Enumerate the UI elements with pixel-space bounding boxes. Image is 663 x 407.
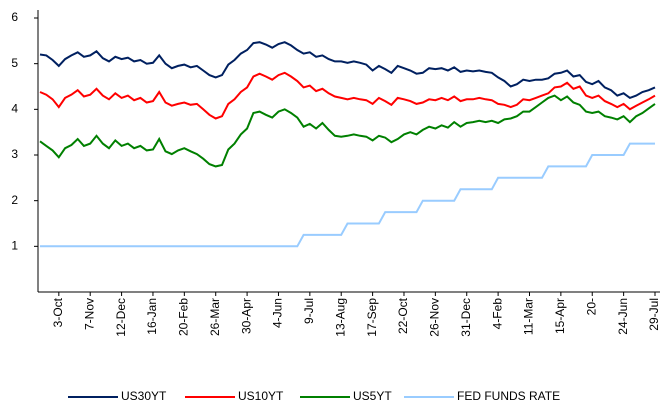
y-tick-label: 4 xyxy=(11,102,18,116)
x-tick-label: 26-Nov xyxy=(428,298,442,337)
x-tick-label: 3-Oct xyxy=(51,297,65,327)
series-line xyxy=(40,142,655,248)
x-tick-label: 20- xyxy=(584,298,598,315)
x-tick-label: 31-Dec xyxy=(459,298,473,337)
x-tick-label: 30-Apr xyxy=(239,298,253,334)
x-tick-label: 16-Jan xyxy=(145,298,159,335)
x-tick-label: 4-Jun xyxy=(271,298,285,328)
x-tick-label: 4-Feb xyxy=(490,298,504,330)
y-tick-label: 5 xyxy=(11,56,18,70)
legend-label: US10YT xyxy=(238,389,284,403)
y-tick-label: 6 xyxy=(11,10,18,24)
x-tick-label: 12-Dec xyxy=(114,298,128,337)
x-tick-label: 9-Jul xyxy=(302,298,316,324)
series-line xyxy=(39,41,656,100)
y-tick-label: 1 xyxy=(11,239,18,253)
x-tick-label: 24-Jun xyxy=(616,298,630,335)
x-tick-label: 15-Apr xyxy=(553,298,567,334)
x-tick-label: 26-Mar xyxy=(208,298,222,336)
series-line xyxy=(39,94,656,168)
y-tick-label: 3 xyxy=(11,147,18,161)
x-tick-label: 17-Sep xyxy=(365,298,379,337)
legend-label: US5YT xyxy=(353,389,392,403)
legend-label: FED FUNDS RATE xyxy=(457,389,560,403)
x-tick-label: 20-Feb xyxy=(177,298,191,336)
y-tick-label: 2 xyxy=(11,193,18,207)
x-tick-label: 29-Jul xyxy=(647,298,661,331)
x-tick-label: 22-Oct xyxy=(396,297,410,334)
legend-label: US30YT xyxy=(121,389,167,403)
x-tick-label: 13-Aug xyxy=(333,298,347,337)
x-tick-label: 11-Mar xyxy=(522,298,536,335)
series-line xyxy=(39,71,656,120)
x-tick-label: 7-Nov xyxy=(82,298,96,330)
